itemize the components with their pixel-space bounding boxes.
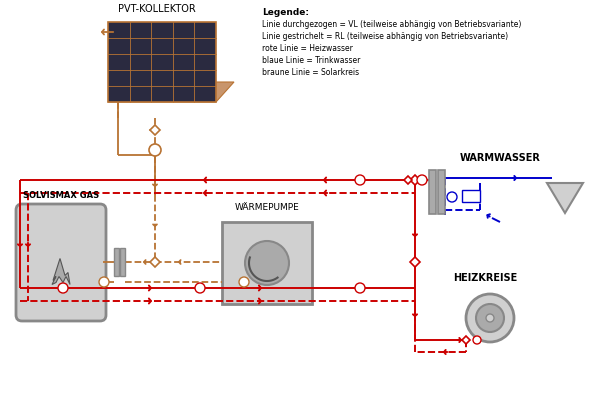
Polygon shape — [150, 125, 160, 135]
Text: Linie gestrichelt = RL (teilweise abhängig von Betriebsvariante): Linie gestrichelt = RL (teilweise abhäng… — [262, 32, 508, 41]
Circle shape — [447, 192, 457, 202]
Polygon shape — [108, 22, 216, 102]
Text: PVT-KOLLEKTOR: PVT-KOLLEKTOR — [118, 4, 196, 14]
Circle shape — [476, 304, 504, 332]
Polygon shape — [52, 258, 70, 284]
Polygon shape — [462, 336, 470, 344]
Circle shape — [99, 277, 109, 287]
Bar — [438, 170, 445, 214]
Circle shape — [417, 175, 427, 185]
Circle shape — [355, 283, 365, 293]
Polygon shape — [150, 257, 160, 267]
Bar — [429, 170, 436, 214]
Circle shape — [473, 336, 481, 344]
Text: braune Linie = Solarkreis: braune Linie = Solarkreis — [262, 68, 359, 77]
Text: WARMWASSER: WARMWASSER — [460, 153, 541, 163]
Text: SOLVISMAX GAS: SOLVISMAX GAS — [23, 191, 99, 200]
Polygon shape — [404, 176, 412, 184]
Circle shape — [466, 294, 514, 342]
Circle shape — [245, 241, 289, 285]
Text: HEIZKREISE: HEIZKREISE — [453, 273, 517, 283]
Text: WÄRMEPUMPE: WÄRMEPUMPE — [235, 203, 299, 212]
Bar — [222, 222, 312, 304]
Circle shape — [149, 144, 161, 156]
Text: Legende:: Legende: — [262, 8, 309, 17]
Circle shape — [239, 277, 249, 287]
Bar — [114, 248, 119, 276]
Text: Linie durchgezogen = VL (teilweise abhängig von Betriebsvariante): Linie durchgezogen = VL (teilweise abhän… — [262, 20, 521, 29]
Text: rote Linie = Heizwasser: rote Linie = Heizwasser — [262, 44, 353, 53]
FancyBboxPatch shape — [16, 204, 106, 321]
Bar — [120, 248, 125, 276]
Polygon shape — [410, 175, 420, 185]
Circle shape — [486, 314, 494, 322]
Circle shape — [58, 283, 68, 293]
Circle shape — [355, 175, 365, 185]
Polygon shape — [410, 257, 420, 267]
Circle shape — [195, 283, 205, 293]
Polygon shape — [108, 82, 234, 102]
Bar — [462, 190, 480, 202]
Text: blaue Linie = Trinkwasser: blaue Linie = Trinkwasser — [262, 56, 361, 65]
Polygon shape — [547, 183, 583, 213]
